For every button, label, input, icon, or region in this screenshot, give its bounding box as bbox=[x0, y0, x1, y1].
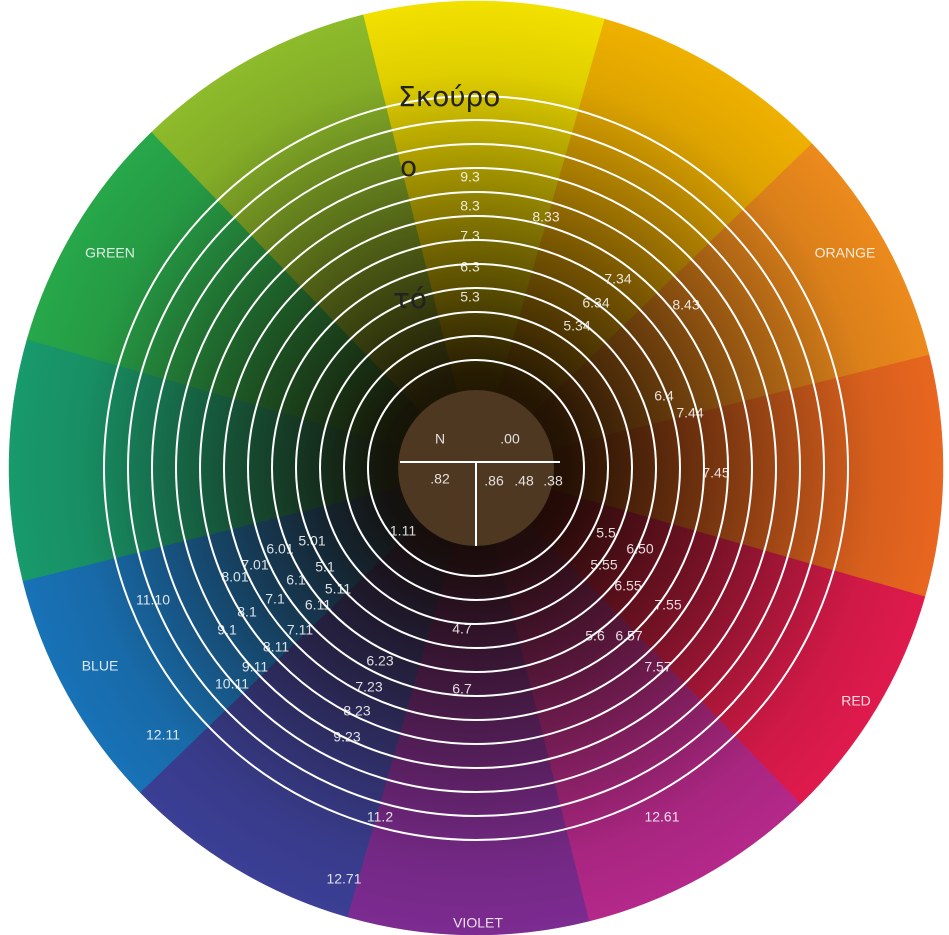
overlay-text: Σκούρο bbox=[398, 80, 500, 113]
wheel-label: 9.3 bbox=[460, 169, 480, 185]
wheel-label: RED bbox=[841, 693, 871, 709]
wheel-label: 8.3 bbox=[460, 198, 480, 214]
wheel-label: 5.6 bbox=[585, 628, 605, 644]
wheel-label: .00 bbox=[500, 431, 520, 447]
wheel-label: BLUE bbox=[82, 658, 119, 674]
wheel-label: 8.11 bbox=[263, 639, 289, 655]
wheel-label: 5.3 bbox=[460, 289, 480, 305]
ring bbox=[343, 335, 609, 601]
wheel-label: 7.57 bbox=[644, 659, 671, 675]
wheel-label: ORANGE bbox=[815, 245, 876, 261]
wheel-label: .82 bbox=[430, 471, 450, 487]
wheel-label: 6.4 bbox=[654, 388, 674, 404]
wheel-label: 8.01 bbox=[221, 569, 248, 585]
labels: N .00 .82 .86 .48 .38 GREEN ORANGE BLUE RED VIOLET… bbox=[82, 169, 876, 931]
wheel-label: 7.1 bbox=[265, 591, 285, 607]
wheel-label: 9.1 bbox=[217, 622, 237, 638]
wheel-label: 7.34 bbox=[604, 271, 631, 287]
wheel-label: 5.34 bbox=[563, 318, 590, 334]
wheel-label: 6.50 bbox=[626, 541, 653, 557]
wheel-label: N bbox=[435, 431, 445, 447]
overlay-text: τό bbox=[393, 282, 427, 315]
wheel-label: 12.61 bbox=[644, 809, 679, 825]
wheel-label: 12.71 bbox=[326, 871, 361, 887]
wheel-label: 7.45 bbox=[702, 465, 729, 481]
wheel-label: 11.2 bbox=[367, 809, 393, 825]
wheel-label: 8.33 bbox=[532, 209, 559, 225]
wheel-label: 5.55 bbox=[590, 557, 617, 573]
wheel-label: 7.44 bbox=[676, 405, 703, 421]
wheel-label: 7.3 bbox=[460, 228, 480, 244]
rings bbox=[103, 95, 849, 841]
ring bbox=[223, 215, 729, 721]
wheel-label: .86 bbox=[484, 473, 504, 489]
wheel-label: 8.43 bbox=[672, 297, 699, 313]
ring bbox=[271, 263, 681, 673]
wheel-label: 5.5 bbox=[596, 525, 616, 541]
wheel-label: 5.01 bbox=[298, 533, 325, 549]
wheel-label: 6.34 bbox=[582, 295, 609, 311]
wheel-label: 6.23 bbox=[366, 653, 393, 669]
wheel-label: 1.11 bbox=[390, 523, 416, 539]
wheel-label: 12.11 bbox=[146, 727, 180, 743]
wheel-label: 11.10 bbox=[136, 592, 170, 608]
wheel-label: .38 bbox=[543, 473, 563, 489]
wheel-label: 6.11 bbox=[305, 597, 331, 613]
wheel-label: 6.01 bbox=[266, 541, 293, 557]
wheel-label: 7.01 bbox=[241, 557, 268, 573]
wheel-label: 6.1 bbox=[286, 572, 306, 588]
ring bbox=[127, 119, 825, 817]
ring bbox=[295, 287, 657, 649]
wheel-label: 6.57 bbox=[615, 628, 642, 644]
wheel-label: 9.11 bbox=[242, 659, 268, 675]
ring bbox=[247, 239, 705, 697]
wheel-label: 7.23 bbox=[355, 679, 382, 695]
wheel-label: 7.55 bbox=[654, 597, 681, 613]
ring bbox=[151, 143, 801, 793]
ring bbox=[367, 359, 585, 577]
ring bbox=[319, 311, 633, 625]
wheel-label: 8.23 bbox=[343, 703, 370, 719]
wheel-label: 10.11 bbox=[215, 676, 249, 692]
wheel-label: 6.7 bbox=[452, 681, 472, 697]
wheel-label: 5.1 bbox=[315, 559, 335, 575]
ring bbox=[103, 95, 849, 841]
wheel-label: 8.1 bbox=[237, 604, 257, 620]
ring bbox=[199, 191, 753, 745]
wheel-label: GREEN bbox=[85, 245, 135, 261]
wheel-label: VIOLET bbox=[453, 915, 503, 931]
overlay-text: ο bbox=[400, 150, 417, 183]
wheel-label: 5.11 bbox=[325, 581, 351, 597]
wheel-label: 7.11 bbox=[287, 622, 313, 638]
wheel-label: 6.3 bbox=[460, 259, 480, 275]
wheel-label: 4.7 bbox=[452, 621, 472, 637]
ring bbox=[175, 167, 777, 769]
wheel-label: 9.23 bbox=[333, 729, 360, 745]
wheel-label: 6.55 bbox=[614, 578, 641, 594]
wheel-label: .48 bbox=[514, 473, 534, 489]
